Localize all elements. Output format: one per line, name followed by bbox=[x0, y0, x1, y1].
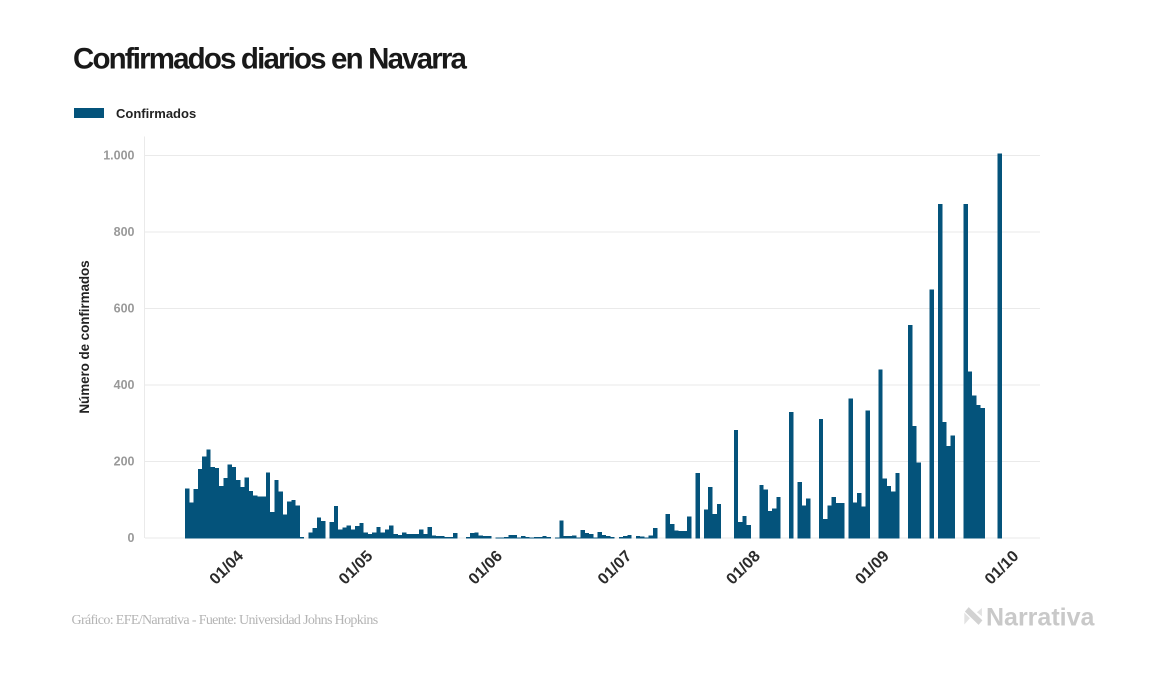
svg-text:200: 200 bbox=[114, 455, 135, 469]
svg-text:800: 800 bbox=[114, 225, 135, 239]
svg-text:0: 0 bbox=[128, 531, 135, 545]
svg-text:Confirmados: Confirmados bbox=[116, 106, 196, 121]
svg-text:Gráfico: EFE/Narrativa - Fuent: Gráfico: EFE/Narrativa - Fuente: Univers… bbox=[72, 613, 378, 628]
svg-text:400: 400 bbox=[114, 378, 135, 392]
svg-text:Número de confirmados: Número de confirmados bbox=[77, 260, 92, 413]
svg-text:1.000: 1.000 bbox=[103, 149, 134, 163]
svg-text:600: 600 bbox=[114, 302, 135, 316]
svg-text:Narrativa: Narrativa bbox=[986, 603, 1095, 631]
svg-text:Confirmados diarios en Navarra: Confirmados diarios en Navarra bbox=[73, 43, 467, 76]
